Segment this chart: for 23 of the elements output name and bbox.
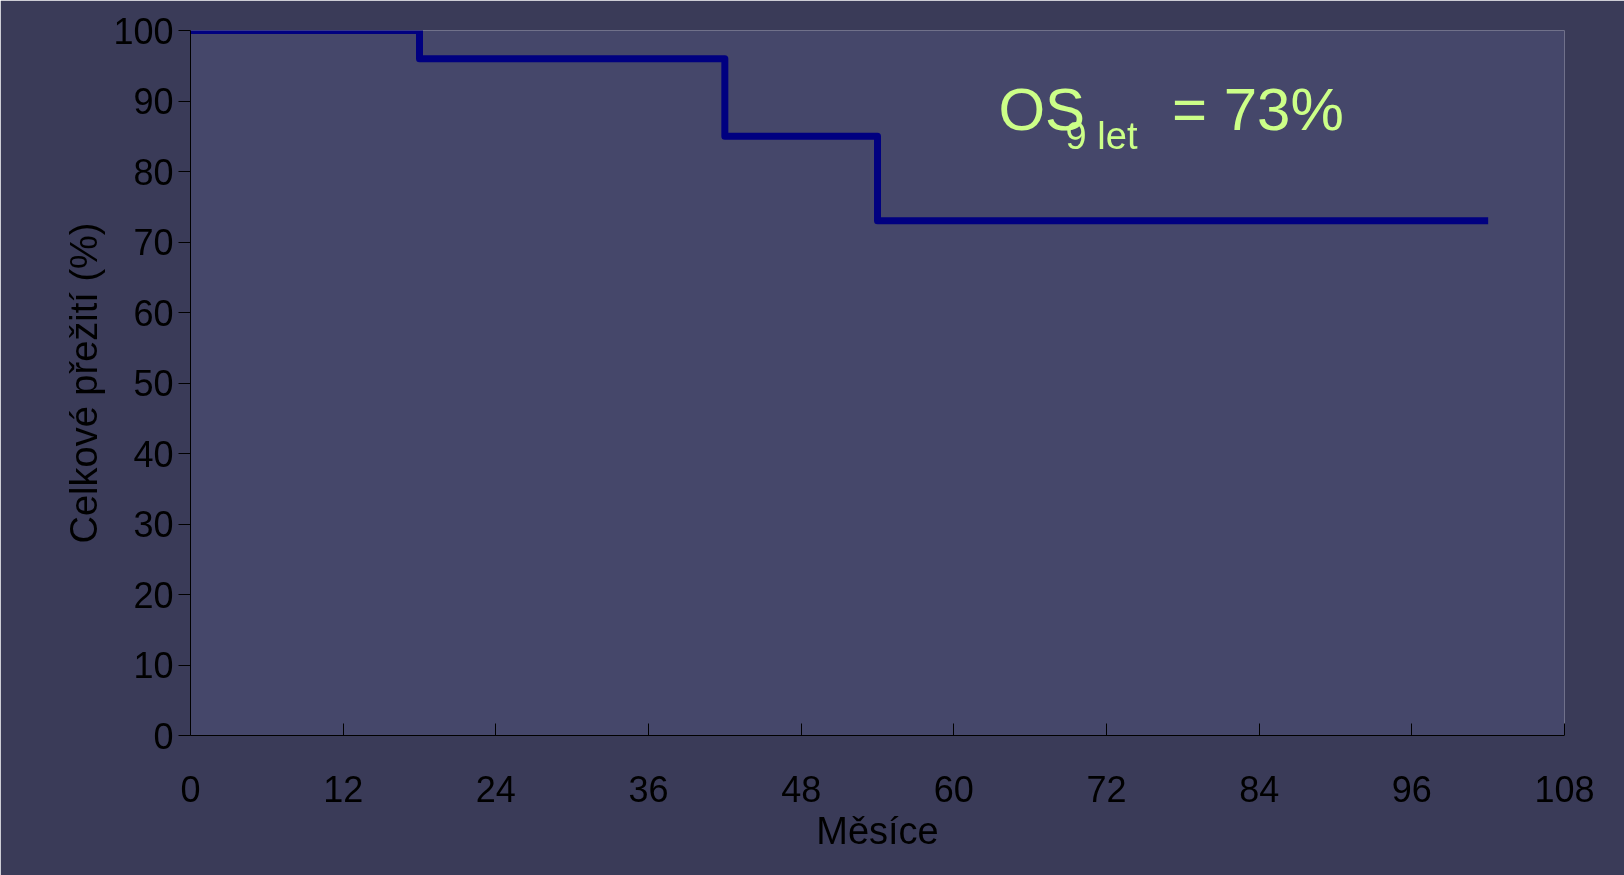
x-tick-label: 108 [1534,768,1595,810]
y-tick-label: 100 [113,10,174,52]
x-tick-label: 72 [1086,768,1127,810]
y-tick-label: 0 [153,715,174,757]
y-tick-label: 50 [133,363,174,404]
y-axis-title: Celkové přežití (%) [63,222,106,544]
y-tick-label: 30 [133,504,174,545]
y-tick-label: 60 [133,292,174,334]
x-tick-label: 84 [1239,768,1280,810]
y-tick-label: 70 [133,222,174,263]
x-axis-title: Měsíce [816,809,939,852]
y-tick-label: 40 [133,433,174,475]
y-tick-label: 80 [133,151,174,193]
y-tick-label: 90 [133,81,174,122]
x-tick-label: 0 [180,768,201,810]
x-tick-label: 12 [323,768,364,810]
y-tick-label: 10 [133,645,174,686]
x-tick-label: 48 [781,768,822,810]
x-tick-label: 96 [1391,768,1432,810]
y-tick-label: 20 [133,574,174,616]
x-tick-label: 60 [933,768,974,810]
x-tick-label: 36 [628,768,669,810]
x-tick-label: 24 [475,768,516,810]
